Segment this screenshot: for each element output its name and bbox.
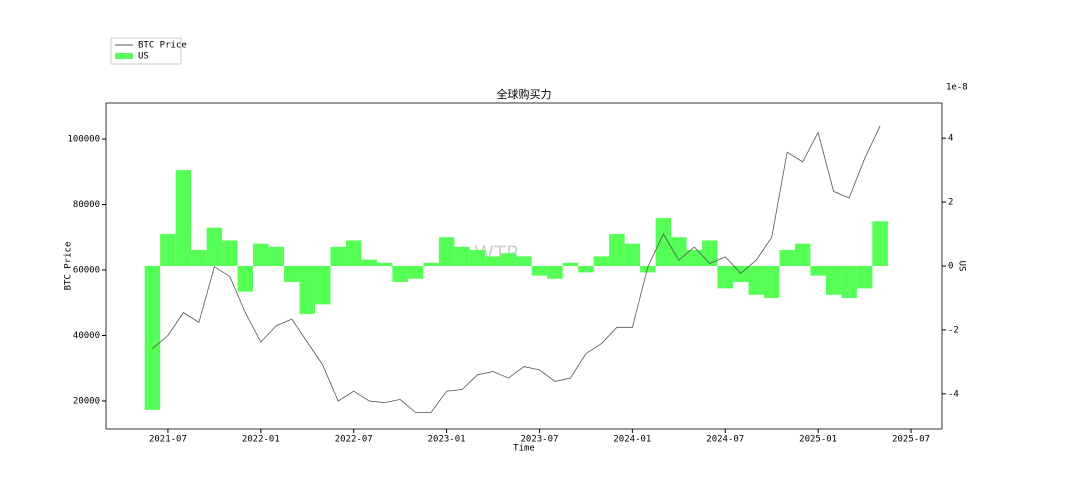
bar [160,234,176,266]
bar [593,256,610,266]
y-tick-label: 40000 [73,331,100,341]
bar [454,246,470,266]
bar [702,240,718,266]
bar [284,266,300,282]
bar [469,250,486,266]
x-tick-label: 2022-01 [242,435,280,445]
x-tick-label: 2025-01 [799,435,837,445]
x-axis-label: Time [513,444,535,454]
bar [485,256,501,266]
y-tick-label: 60000 [73,266,100,276]
bar [144,266,161,410]
bar [748,266,764,295]
line [152,125,881,413]
bar [578,266,594,273]
y-tick-label: 100000 [67,135,100,145]
x-tick-label: 2024-07 [706,435,744,445]
bar [206,227,223,266]
bar [253,243,269,266]
bar [438,237,455,266]
bar [640,266,656,273]
bar [268,246,285,266]
bar [841,266,857,298]
bar [562,262,579,266]
bar [779,250,795,266]
bar [299,266,315,314]
x-tick-label: 2022-07 [335,435,373,445]
bar [315,266,331,305]
x-tick-label: 2024-01 [613,435,651,445]
y2-tick-label: -4 [948,389,959,399]
x-tick-label: 2023-01 [428,435,466,445]
legend-box [110,37,182,65]
bar [763,266,780,298]
bar [392,266,408,282]
y-tick-label: 20000 [73,397,100,407]
bar [345,240,362,266]
bar [655,218,672,266]
x-tick-label: 2025-07 [892,435,930,445]
bar [330,246,346,266]
bar [872,221,888,266]
bar [717,266,733,289]
bar [686,250,703,266]
bar [376,262,393,266]
bar [423,262,439,266]
legend-label: US [138,52,149,62]
bar [547,266,563,279]
bar [856,266,873,289]
bar [175,170,192,266]
bar [810,266,826,276]
bar [516,256,532,266]
bar [500,253,517,266]
y-axis-label: BTC Price [64,242,74,291]
bar [361,259,377,266]
y2-tick-label: 0 [948,262,953,272]
y2-axis-label: US [957,261,967,272]
bar [825,266,842,295]
bar [407,266,424,279]
y2-offset-label: 1e-8 [946,83,968,93]
x-tick-label: 2021-07 [149,435,187,445]
bar [794,243,811,266]
bar [609,234,625,266]
bar [624,243,641,266]
legend-label: BTC Price [138,41,187,51]
x-tick-label: 2023-07 [521,435,559,445]
bar [671,237,687,266]
bar [222,240,238,266]
chart-title: 全球购买力 [497,87,552,101]
legend-swatch [115,53,133,59]
y2-tick-label: 2 [948,198,953,208]
y2-tick-label: -2 [948,325,959,335]
bar [191,250,207,266]
y-tick-label: 80000 [73,200,100,210]
bar [237,266,254,292]
y2-tick-label: 4 [948,134,953,144]
bar [531,266,548,276]
